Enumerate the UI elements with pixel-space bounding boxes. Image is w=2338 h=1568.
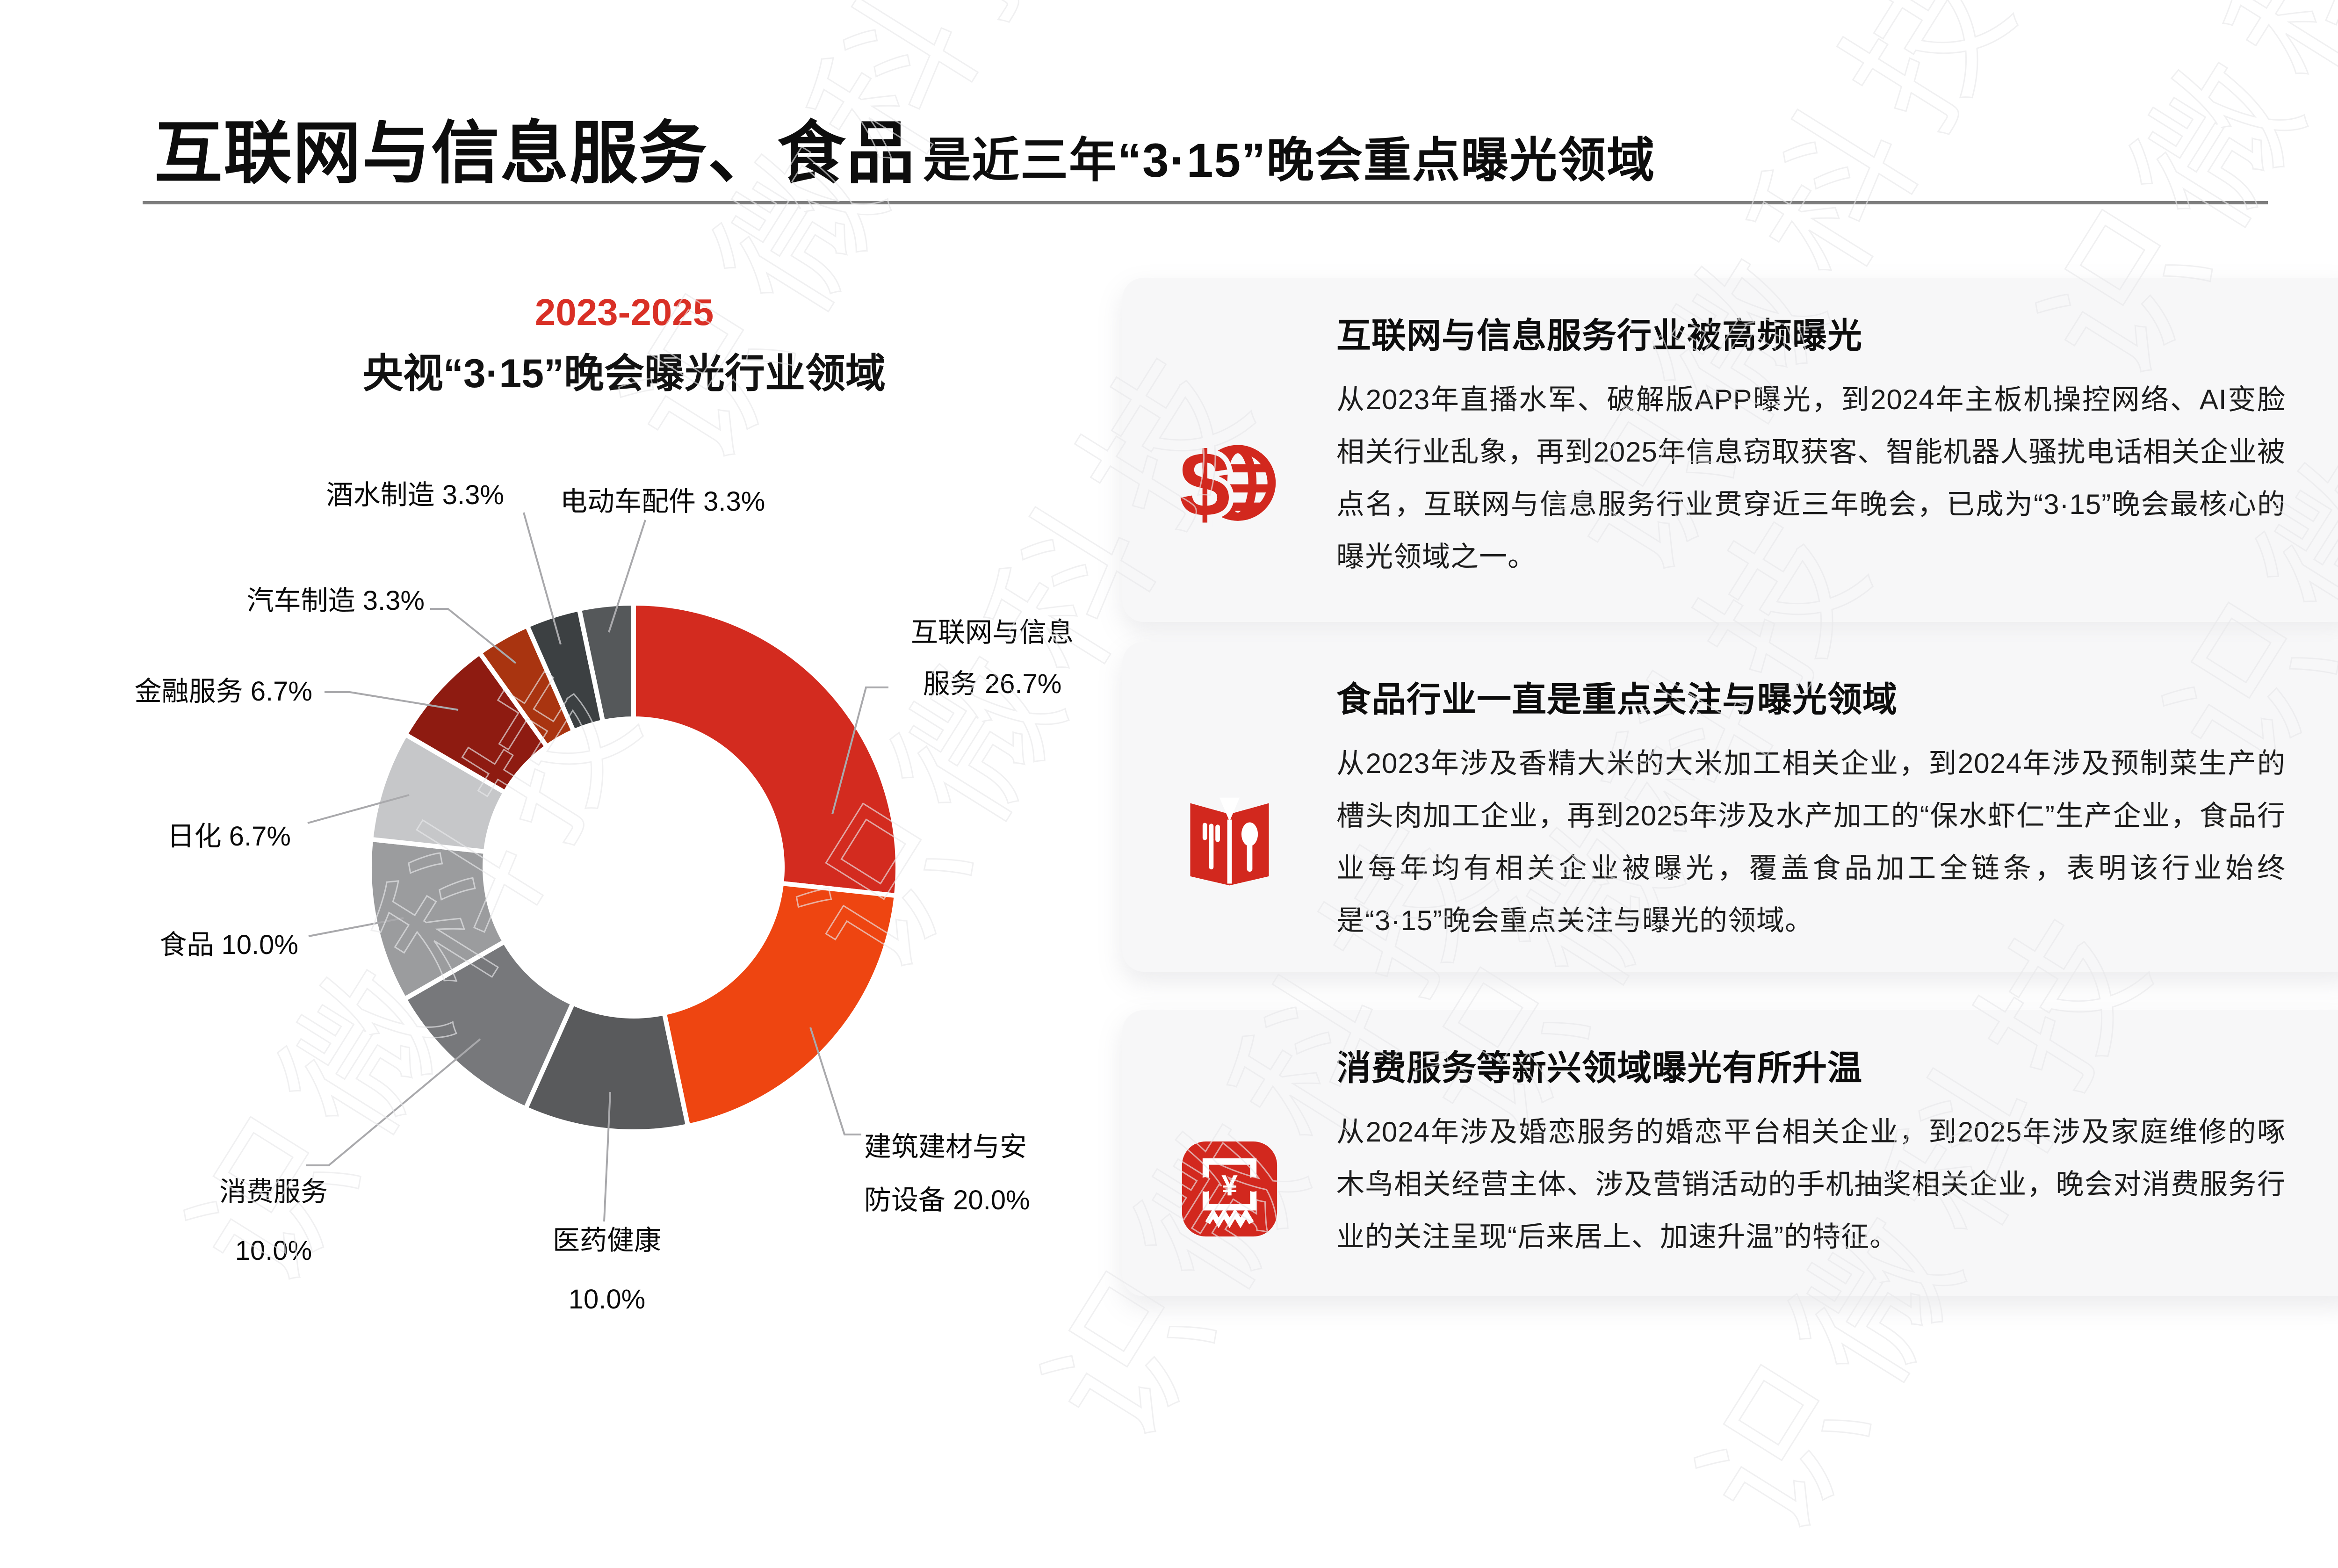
insight-card-internet: $ 互联网与信息服务行业被高频曝光 从2023年直播水军、破解版APP曝光，到2… — [1122, 278, 2338, 622]
slice-leader-line — [325, 691, 459, 711]
slice-label: 消费服务 — [219, 1177, 328, 1207]
card-body: 从2023年涉及香精大米的大米加工相关企业，到2024年涉及预制菜生产的槽头肉加… — [1336, 748, 2286, 936]
card-title: 消费服务等新兴领域曝光有所升温 — [1336, 1048, 1862, 1087]
chart-title: 央视“3·15”晚会曝光行业领域 — [362, 351, 886, 396]
card-title: 互联网与信息服务行业被高频曝光 — [1336, 316, 1862, 355]
page-title-strong: 互联网与信息服务、食品 — [154, 115, 916, 191]
donut-slice-10 — [576, 600, 636, 725]
slice-leader-line — [603, 1091, 611, 1222]
slice-label: 建筑建材与安 — [864, 1132, 1027, 1162]
chart-period-label: 2023-2025 — [534, 291, 714, 333]
page-title: 互联网与信息服务、食品 是近三年“3·15”晚会重点曝光领域 — [154, 98, 1655, 197]
slice-label: 10.0% — [235, 1236, 312, 1266]
slice-leader-line — [809, 1027, 861, 1135]
slice-label: 防设备 20.0% — [864, 1185, 1030, 1215]
slice-label: 服务 26.7% — [923, 669, 1062, 699]
slice-label: 电动车配件 3.3% — [560, 486, 765, 517]
donut-slice-1 — [631, 600, 900, 898]
slice-leader-line — [608, 520, 646, 633]
svg-text:$: $ — [1179, 435, 1230, 535]
slice-leader-line — [523, 512, 562, 645]
slice-label: 日化 6.7% — [167, 821, 291, 852]
card-body: 从2023年直播水军、破解版APP曝光，到2024年主板机操控网络、AI变脸相关… — [1336, 384, 2286, 572]
svg-text:¥: ¥ — [1221, 1169, 1238, 1202]
coupon-ticket-icon: ¥ — [1122, 1106, 1336, 1272]
card-title: 食品行业一直是重点关注与曝光领域 — [1336, 680, 1898, 719]
insight-card-consumer: ¥ 消费服务等新兴领域曝光有所升温 从2024年涉及婚恋服务的婚恋平台相关企业，… — [1122, 1010, 2338, 1296]
card-body: 从2024年涉及婚恋服务的婚恋平台相关企业，到2025年涉及家庭维修的啄木鸟相关… — [1336, 1116, 2286, 1252]
slice-label: 汽车制造 3.3% — [247, 585, 425, 616]
slice-label: 金融服务 6.7% — [135, 676, 312, 707]
page-title-rest: 是近三年“3·15”晚会重点曝光领域 — [923, 134, 1656, 187]
slice-label: 医药健康 — [553, 1225, 661, 1256]
food-menu-icon — [1122, 737, 1336, 947]
slice-leader-line — [430, 608, 517, 664]
dollar-globe-icon: $ — [1122, 374, 1336, 598]
title-divider-rule — [143, 201, 2268, 204]
slice-label: 酒水制造 3.3% — [326, 480, 504, 510]
slice-label: 食品 10.0% — [159, 930, 298, 960]
slice-leader-line — [307, 794, 410, 824]
insight-card-food: 食品行业一直是重点关注与曝光领域 从2023年涉及香精大米的大米加工相关企业，到… — [1122, 642, 2338, 972]
slice-leader-line — [831, 686, 888, 815]
donut-slice-2 — [661, 881, 899, 1129]
slice-leader-line — [306, 1038, 481, 1166]
slice-label: 10.0% — [569, 1284, 645, 1315]
slice-label: 互联网与信息 — [911, 617, 1074, 648]
slice-leader-line — [308, 917, 404, 937]
